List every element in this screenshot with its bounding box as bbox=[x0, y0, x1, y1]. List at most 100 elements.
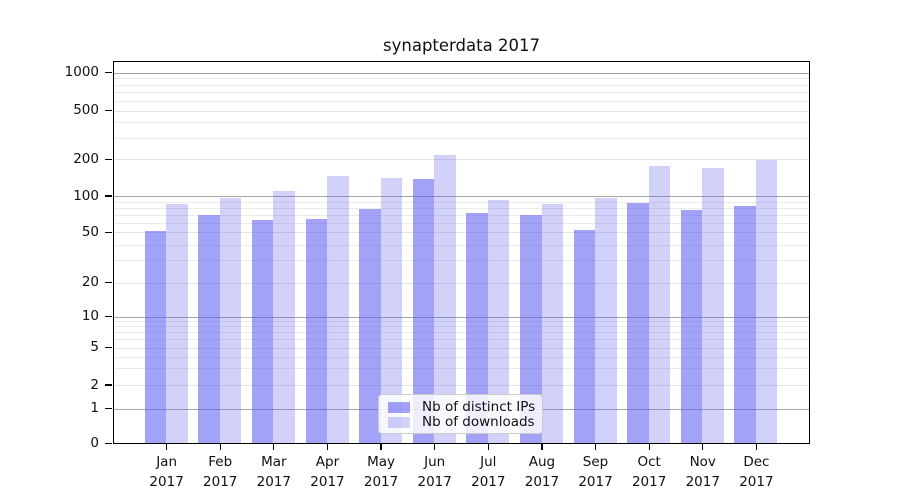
bar-downloads bbox=[541, 203, 564, 444]
gridline-minor bbox=[113, 137, 810, 139]
bar-distinct-ips bbox=[466, 213, 488, 444]
gridline-major bbox=[113, 72, 810, 74]
x-tick-label: Sep 2017 bbox=[578, 454, 613, 490]
y-tick-mark bbox=[105, 384, 112, 386]
gridline-minor bbox=[113, 356, 810, 358]
gridline-minor bbox=[113, 222, 810, 224]
bar-downloads bbox=[166, 203, 188, 444]
gridline-minor bbox=[113, 244, 810, 246]
y-tick-label: 10 bbox=[81, 308, 99, 324]
bar-distinct-ips bbox=[573, 230, 596, 444]
gridline-minor bbox=[113, 326, 810, 328]
x-tick-label: Mar 2017 bbox=[256, 454, 292, 490]
x-tick-mark bbox=[755, 444, 758, 450]
bar-distinct-ips bbox=[144, 231, 167, 444]
gridline-light bbox=[113, 282, 810, 284]
gridline-minor bbox=[113, 260, 810, 262]
gridline-minor bbox=[113, 84, 810, 86]
bar-downloads bbox=[219, 197, 242, 444]
y-tick-label: 2 bbox=[90, 376, 99, 393]
bar-distinct-ips bbox=[680, 209, 703, 444]
y-tick-label: 500 bbox=[73, 102, 99, 118]
gridline-minor bbox=[113, 201, 810, 203]
x-tick-label: May 2017 bbox=[363, 454, 399, 490]
bar-downloads bbox=[380, 177, 403, 444]
gridline-major bbox=[113, 316, 810, 318]
x-tick-label: Aug 2017 bbox=[524, 454, 560, 490]
y-tick-mark bbox=[105, 281, 112, 284]
gridline-minor bbox=[113, 368, 810, 370]
y-tick-label: 20 bbox=[81, 274, 99, 290]
gridline-minor bbox=[113, 321, 810, 323]
bar-distinct-ips bbox=[627, 202, 649, 444]
y-tick-label: 100 bbox=[73, 187, 99, 204]
x-tick-label: Jan 2017 bbox=[149, 454, 184, 490]
bar-distinct-ips bbox=[734, 205, 756, 444]
y-tick-mark bbox=[105, 346, 112, 349]
y-tick-mark bbox=[105, 109, 112, 112]
gridline-major bbox=[113, 196, 810, 198]
gridline-minor bbox=[113, 92, 810, 94]
x-tick-mark bbox=[326, 444, 329, 450]
x-tick-mark bbox=[594, 444, 597, 450]
gridline-minor bbox=[113, 100, 810, 102]
bar-downloads bbox=[595, 197, 617, 444]
x-tick-label: Oct 2017 bbox=[631, 454, 667, 490]
x-tick-label: Apr 2017 bbox=[310, 454, 345, 490]
y-tick-label: 1000 bbox=[64, 64, 99, 80]
y-tick-mark bbox=[105, 195, 112, 197]
gridline-minor bbox=[113, 214, 810, 216]
legend-item-downloads: Nb of downloads bbox=[388, 414, 535, 430]
y-tick-label: 1 bbox=[90, 400, 99, 416]
gridline-minor bbox=[113, 332, 810, 334]
x-tick-mark bbox=[648, 444, 650, 450]
bar-downloads bbox=[755, 160, 778, 444]
x-tick-mark bbox=[219, 444, 221, 450]
bar-downloads bbox=[273, 191, 295, 444]
gridline-light bbox=[113, 159, 810, 161]
x-tick-mark bbox=[541, 444, 543, 450]
gridline-light bbox=[113, 385, 810, 386]
gridline-minor bbox=[113, 339, 810, 341]
y-tick-mark bbox=[105, 442, 112, 445]
y-tick-label: 5 bbox=[90, 339, 99, 355]
y-tick-mark bbox=[105, 71, 112, 74]
chart-title: synapterdata 2017 bbox=[383, 36, 540, 55]
x-tick-label: Feb 2017 bbox=[203, 454, 238, 490]
gridline-light bbox=[113, 347, 810, 349]
x-tick-label: Nov 2017 bbox=[685, 454, 720, 490]
gridline-minor bbox=[113, 122, 810, 124]
bar-distinct-ips bbox=[198, 214, 220, 444]
legend-label-downloads: Nb of downloads bbox=[422, 414, 535, 430]
y-tick-label: 0 bbox=[90, 435, 99, 451]
bar-distinct-ips bbox=[305, 218, 328, 444]
bar-distinct-ips bbox=[520, 214, 542, 444]
legend: Nb of distinct IPs Nb of downloads bbox=[378, 394, 543, 434]
gridline-minor bbox=[113, 207, 810, 209]
gridline-light bbox=[113, 110, 810, 112]
y-tick-mark bbox=[105, 407, 112, 410]
bar-downloads bbox=[702, 167, 724, 444]
x-tick-mark bbox=[273, 444, 275, 450]
bar-downloads bbox=[487, 199, 510, 444]
bar-downloads bbox=[648, 165, 671, 444]
x-tick-label: Jul 2017 bbox=[471, 454, 506, 490]
x-tick-label: Dec 2017 bbox=[739, 454, 774, 490]
y-tick-mark bbox=[105, 158, 112, 160]
gridline-light bbox=[113, 232, 810, 234]
y-tick-mark bbox=[105, 315, 112, 318]
y-tick-label: 50 bbox=[81, 223, 99, 240]
bar-distinct-ips bbox=[359, 209, 381, 444]
x-tick-label: Jun 2017 bbox=[417, 454, 452, 490]
legend-label-distinct-ips: Nb of distinct IPs bbox=[422, 399, 536, 415]
bar-downloads bbox=[327, 175, 349, 444]
bar-distinct-ips bbox=[251, 220, 274, 444]
legend-item-distinct-ips: Nb of distinct IPs bbox=[388, 399, 536, 415]
plot-area bbox=[113, 61, 810, 444]
y-tick-label: 200 bbox=[73, 150, 99, 167]
legend-swatch-downloads-icon bbox=[388, 416, 410, 428]
x-tick-mark bbox=[165, 444, 168, 450]
gridline-minor bbox=[113, 78, 810, 80]
bar-distinct-ips bbox=[412, 178, 435, 444]
